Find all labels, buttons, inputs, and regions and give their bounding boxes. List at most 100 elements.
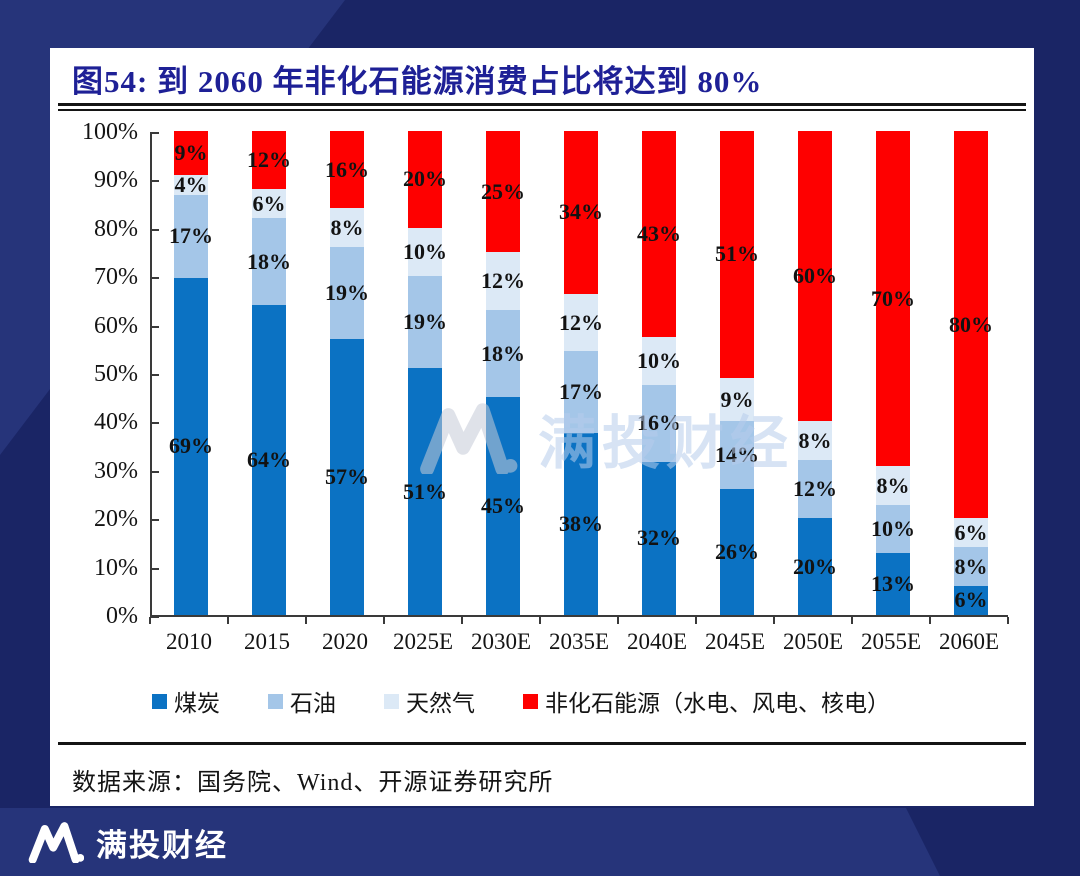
bar-segment-非化石能源（水电、风电、核电） bbox=[954, 131, 988, 519]
x-tick-mark bbox=[461, 617, 463, 624]
bar-segment-石油 bbox=[798, 460, 832, 519]
x-category-label: 2020 bbox=[322, 629, 368, 654]
title-separator-thick bbox=[58, 103, 1026, 106]
bar-segment-天然气 bbox=[486, 252, 520, 311]
x-tick-mark bbox=[149, 617, 151, 624]
x-category-label: 2060E bbox=[938, 629, 1000, 654]
figure-card: 图54: 到 2060 年非化石能源消费占比将达到 80% 100% 90% 80%… bbox=[50, 48, 1034, 806]
bar-segment-天然气 bbox=[798, 421, 832, 461]
bar-segment-煤炭 bbox=[564, 432, 598, 615]
brand-m-icon bbox=[28, 822, 84, 863]
bar-segment-石油 bbox=[252, 218, 286, 306]
y-tick-label: 10% bbox=[94, 554, 138, 581]
x-tick-mark bbox=[305, 617, 307, 624]
figure-title: 图54: 到 2060 年非化石能源消费占比将达到 80% bbox=[72, 64, 763, 99]
legend-swatch-icon bbox=[152, 693, 167, 709]
bar-segment-天然气 bbox=[174, 175, 208, 195]
y-tick-mark bbox=[150, 228, 159, 231]
bar-segment-煤炭 bbox=[486, 397, 520, 615]
legend-swatch-icon bbox=[523, 693, 538, 709]
x-category-label: 2035E bbox=[548, 629, 610, 654]
y-tick-label: 50% bbox=[94, 361, 138, 387]
bar-segment-非化石能源（水电、风电、核电） bbox=[330, 131, 364, 209]
chart-legend: 煤炭 石油 天然气 非化石能源（水电、风电、核电） bbox=[152, 684, 1022, 718]
bar-segment-天然气 bbox=[954, 518, 988, 548]
y-tick-label: 90% bbox=[94, 167, 138, 194]
bar-segment-非化石能源（水电、风电、核电） bbox=[564, 131, 598, 294]
bar-segment-非化石能源（水电、风电、核电） bbox=[408, 131, 442, 228]
legend-swatch-icon bbox=[384, 693, 399, 709]
bar-segment-天然气 bbox=[330, 208, 364, 248]
bar-segment-石油 bbox=[330, 247, 364, 340]
bar-segment-煤炭 bbox=[954, 585, 988, 615]
bar-segment-石油 bbox=[486, 310, 520, 398]
bar-segment-煤炭 bbox=[642, 461, 676, 615]
x-tick-mark bbox=[695, 617, 697, 624]
y-tick-mark bbox=[150, 422, 159, 425]
bar-segment-煤炭 bbox=[876, 552, 910, 615]
bar-segment-非化石能源（水电、风电、核电） bbox=[252, 131, 286, 190]
y-tick-mark bbox=[150, 132, 159, 134]
bar-segment-石油 bbox=[642, 384, 676, 462]
bar-segment-石油 bbox=[720, 421, 754, 490]
y-tick-mark bbox=[150, 374, 159, 376]
x-tick-mark bbox=[539, 617, 541, 624]
bar-segment-煤炭 bbox=[174, 277, 208, 615]
y-tick-mark bbox=[150, 567, 159, 570]
y-tick-label: 20% bbox=[94, 506, 138, 533]
legend-label: 非化石能源（水电、风电、核电） bbox=[545, 691, 890, 716]
y-tick-mark bbox=[150, 616, 159, 618]
legend-item: 天然气 bbox=[384, 684, 475, 718]
y-tick-mark bbox=[150, 180, 159, 183]
x-category-label: 2025E bbox=[392, 629, 454, 654]
bar-segment-非化石能源（水电、风电、核电） bbox=[486, 131, 520, 252]
bar-segment-煤炭 bbox=[720, 489, 754, 615]
bar-segment-石油 bbox=[954, 547, 988, 586]
x-tick-mark bbox=[383, 617, 385, 624]
bar-segment-非化石能源（水电、风电、核电） bbox=[876, 131, 910, 467]
y-tick-label: 0% bbox=[106, 603, 138, 629]
x-category-label: 2040E bbox=[626, 629, 688, 654]
x-category-label: 2030E bbox=[470, 629, 532, 654]
x-category-label: 2045E bbox=[704, 629, 766, 654]
y-tick-mark bbox=[150, 519, 159, 522]
y-tick-mark bbox=[150, 325, 159, 328]
x-category-label: 2050E bbox=[782, 629, 844, 654]
bar-segment-石油 bbox=[876, 504, 910, 553]
y-tick-label: 40% bbox=[94, 409, 138, 436]
footer-logo: 满投财经 bbox=[28, 814, 228, 870]
x-tick-mark bbox=[617, 617, 619, 624]
legend-item: 石油 bbox=[268, 684, 336, 718]
y-tick-label: 70% bbox=[94, 264, 138, 291]
bar-segment-非化石能源（水电、风电、核电） bbox=[174, 131, 208, 175]
legend-label: 石油 bbox=[290, 691, 336, 716]
bar-segment-天然气 bbox=[408, 227, 442, 277]
footer-brand-text: 满投财经 bbox=[96, 827, 228, 863]
x-tick-mark bbox=[773, 617, 775, 624]
x-category-label: 2015 bbox=[244, 629, 290, 654]
legend-label: 煤炭 bbox=[174, 691, 220, 716]
bar-segment-天然气 bbox=[564, 293, 598, 352]
legend-item: 非化石能源（水电、风电、核电） bbox=[523, 684, 890, 718]
bar-segment-天然气 bbox=[876, 466, 910, 505]
x-category-label: 2010 bbox=[166, 629, 212, 654]
y-tick-label: 60% bbox=[94, 312, 138, 339]
y-tick-label: 100% bbox=[82, 119, 138, 145]
y-tick-label: 80% bbox=[94, 215, 138, 242]
bar-segment-煤炭 bbox=[408, 368, 442, 615]
bar-segment-天然气 bbox=[252, 189, 286, 219]
x-tick-mark bbox=[227, 617, 229, 624]
legend-item: 煤炭 bbox=[152, 684, 220, 718]
x-tick-mark bbox=[851, 617, 853, 624]
plot-area: 69% 17% 4% 9% 64% 18% 6% 12% 57% 19% 8% 16% 51% 19% 10… bbox=[150, 131, 1008, 617]
y-tick-label: 30% bbox=[94, 457, 138, 484]
x-category-label: 2055E bbox=[860, 629, 922, 654]
y-tick-mark bbox=[150, 277, 159, 280]
bar-segment-石油 bbox=[564, 351, 598, 433]
bar-segment-煤炭 bbox=[330, 339, 364, 615]
footer-background-band bbox=[0, 808, 940, 876]
y-tick-mark bbox=[150, 470, 159, 473]
x-tick-mark bbox=[929, 617, 931, 624]
legend-swatch-icon bbox=[268, 693, 283, 709]
bar-segment-天然气 bbox=[720, 377, 754, 422]
